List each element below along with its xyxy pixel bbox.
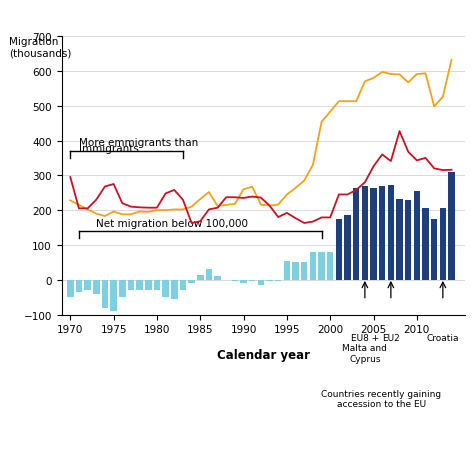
Bar xyxy=(240,280,247,283)
Bar xyxy=(362,232,368,280)
Bar xyxy=(319,252,325,280)
Bar xyxy=(422,209,429,280)
Text: immigrants: immigrants xyxy=(79,144,139,153)
Bar xyxy=(344,261,351,280)
Bar xyxy=(379,186,385,280)
Bar xyxy=(396,223,403,280)
Bar xyxy=(154,280,160,291)
Bar xyxy=(448,172,455,280)
Bar xyxy=(353,263,359,280)
Bar xyxy=(188,280,195,283)
Bar xyxy=(214,277,221,280)
Bar xyxy=(171,280,177,299)
Bar xyxy=(110,280,117,311)
Bar xyxy=(232,280,238,282)
Bar xyxy=(370,226,377,280)
Bar xyxy=(137,280,143,291)
Bar xyxy=(353,188,359,280)
Bar xyxy=(388,226,394,280)
Bar xyxy=(344,216,351,280)
Bar xyxy=(431,225,438,280)
Bar xyxy=(128,280,134,291)
Bar xyxy=(258,280,264,285)
Bar xyxy=(336,219,342,280)
Text: More emmigrants than: More emmigrants than xyxy=(79,138,198,147)
Text: EU2: EU2 xyxy=(382,333,400,342)
X-axis label: Calendar year: Calendar year xyxy=(217,348,310,361)
Bar xyxy=(362,187,368,280)
Bar xyxy=(379,225,385,280)
Bar xyxy=(84,280,91,291)
Bar xyxy=(405,201,411,280)
Bar xyxy=(422,223,429,280)
Bar xyxy=(162,280,169,298)
Bar xyxy=(327,252,334,280)
Bar xyxy=(439,209,446,280)
Bar xyxy=(414,225,420,280)
Bar xyxy=(388,186,394,280)
Bar xyxy=(93,280,100,294)
Text: Net migration below 100,000: Net migration below 100,000 xyxy=(96,219,248,229)
Bar xyxy=(249,280,255,282)
Text: Migration
(thousands): Migration (thousands) xyxy=(9,37,72,59)
Bar xyxy=(370,188,377,280)
Bar xyxy=(197,275,203,280)
Bar xyxy=(448,207,455,280)
Bar xyxy=(206,269,212,280)
Bar xyxy=(102,280,108,308)
Bar xyxy=(310,252,316,280)
Bar xyxy=(145,280,152,291)
Bar xyxy=(283,261,290,280)
Bar xyxy=(336,259,342,280)
Text: EU8 +
Malta and
Cyprus: EU8 + Malta and Cyprus xyxy=(342,333,387,363)
Bar xyxy=(275,280,282,282)
Bar xyxy=(266,280,273,282)
Text: Countries recently gaining
accession to the EU: Countries recently gaining accession to … xyxy=(321,389,441,408)
Bar xyxy=(405,225,411,280)
Bar xyxy=(119,280,126,298)
Bar xyxy=(67,280,73,298)
Bar xyxy=(439,226,446,280)
Bar xyxy=(76,280,82,292)
Bar xyxy=(431,219,438,280)
Bar xyxy=(414,192,420,280)
Bar xyxy=(292,263,299,280)
Bar xyxy=(180,280,186,291)
Text: Croatia: Croatia xyxy=(427,333,459,342)
Bar xyxy=(301,263,308,280)
Bar xyxy=(396,200,403,280)
